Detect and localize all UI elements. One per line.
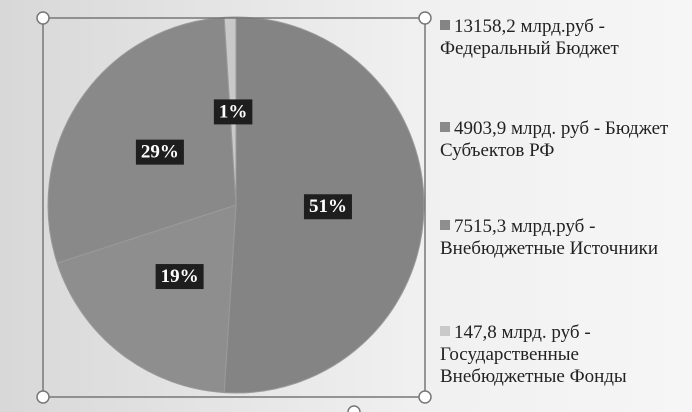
data-label: 1% (219, 101, 248, 122)
data-label: 19% (161, 266, 199, 287)
data-label-box (303, 194, 352, 220)
selection-frame (42, 17, 426, 398)
data-label: 29% (141, 142, 179, 163)
legend-swatch (440, 220, 450, 230)
data-label-box (135, 139, 184, 165)
legend-text: 13158,2 млрд.руб - Федеральный Бюджет (440, 16, 619, 59)
legend-item: 147,8 млрд. руб - Государственные Внебюд… (440, 322, 690, 388)
legend-swatch (440, 326, 450, 336)
data-label-box (155, 264, 204, 290)
data-label: 51% (309, 196, 347, 217)
legend-item: 4903,9 млрд. руб - Бюджет Субъектов РФ (440, 118, 690, 162)
pie-slice (56, 204, 237, 394)
legend-item: 13158,2 млрд.руб - Федеральный Бюджет (440, 16, 690, 60)
legend-swatch (440, 20, 450, 30)
legend-item: 7515,3 млрд.руб - Внебюджетные Источники (440, 216, 690, 260)
data-label-box (213, 99, 253, 125)
legend-text: 147,8 млрд. руб - Государственные Внебюд… (440, 322, 627, 387)
legend-swatch (440, 122, 450, 132)
legend-text: 4903,9 млрд. руб - Бюджет Субъектов РФ (440, 118, 669, 161)
handles (36, 11, 432, 412)
legend-text: 7515,3 млрд.руб - Внебюджетные Источники (440, 216, 659, 259)
pie: 51% 19% 29% 1% (47, 16, 425, 394)
